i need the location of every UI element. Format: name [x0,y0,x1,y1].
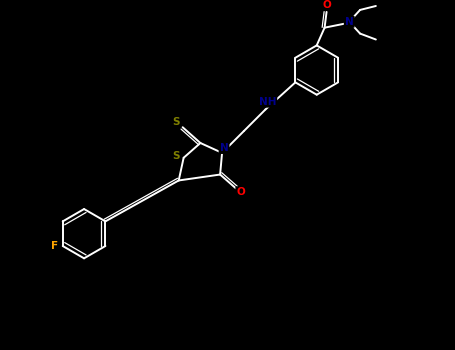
Text: NH: NH [259,97,276,107]
Text: S: S [172,117,180,127]
Text: S: S [172,151,180,161]
Text: O: O [237,187,245,197]
Text: F: F [51,241,58,251]
Text: O: O [322,0,331,10]
Text: N: N [345,17,354,27]
Text: N: N [220,143,228,153]
